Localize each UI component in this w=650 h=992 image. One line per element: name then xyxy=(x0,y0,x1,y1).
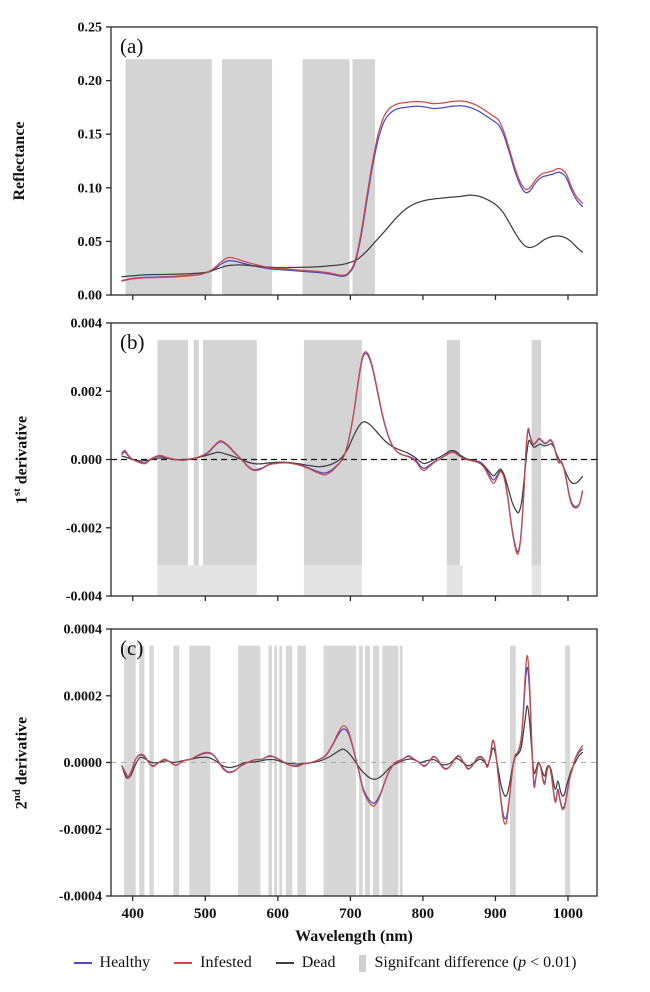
y-tick-label-b: -0.002 xyxy=(66,521,102,536)
dead-line-c xyxy=(121,705,584,797)
y-tick-label-a: 0.20 xyxy=(78,74,103,89)
significance-band-a xyxy=(352,59,375,296)
legend-band-swatch xyxy=(359,954,367,972)
significance-band-c xyxy=(359,645,363,896)
y-tick-label-b: 0.004 xyxy=(71,317,103,332)
x-axis-label: Wavelength (nm) xyxy=(295,928,413,945)
significance-band-b xyxy=(303,340,362,566)
significance-band-c xyxy=(149,645,154,896)
significance-band-c xyxy=(274,645,278,896)
significance-band-c xyxy=(323,645,357,896)
x-tick-label: 900 xyxy=(484,906,507,922)
significance-band-b xyxy=(193,340,199,566)
legend-label: Signifcant difference (p < 0.01) xyxy=(374,954,577,971)
legend-label: Healthy xyxy=(99,954,151,971)
infested-line-c xyxy=(121,655,584,825)
panel-letter-b: (b) xyxy=(120,330,145,354)
significance-band-a xyxy=(222,59,273,296)
significance-band-c xyxy=(279,645,283,896)
x-tick-label: 1000 xyxy=(553,906,583,922)
ylabel-superscript: st xyxy=(11,487,23,496)
significance-band-light-b xyxy=(531,565,542,596)
y-axis-label-1st-derivative: 1st derivative xyxy=(11,415,31,504)
y-tick-label-a: 0.15 xyxy=(78,128,103,143)
healthy-line-a xyxy=(121,105,584,282)
legend-line-swatch xyxy=(73,962,92,964)
significance-band-a xyxy=(125,59,212,296)
panel-letter-a: (a) xyxy=(120,34,143,58)
y-axis-label-2nd-derivative: 2nd derivative xyxy=(11,716,31,809)
significance-band-c xyxy=(399,645,403,896)
significance-band-c xyxy=(189,645,211,896)
x-tick-label: 700 xyxy=(339,906,362,922)
y-tick-label-b: 0.002 xyxy=(71,385,103,400)
legend-item-significant-difference: Signifcant difference (p < 0.01) xyxy=(359,954,576,972)
legend-label: Infested xyxy=(200,954,252,971)
significance-band-c xyxy=(124,645,136,896)
dead-line-a xyxy=(121,194,584,278)
significance-band-c xyxy=(372,645,380,896)
significance-band-light-b xyxy=(446,565,463,596)
y-tick-label-a: 0.00 xyxy=(78,289,103,304)
legend: Healthy Infested Dead Signifcant difference… xyxy=(0,954,650,972)
legend-item-infested: Infested xyxy=(174,954,252,972)
y-tick-label-c: 0.0000 xyxy=(64,756,103,771)
x-tick-label: 800 xyxy=(412,906,435,922)
significance-band-c xyxy=(285,645,293,896)
legend-label: Dead xyxy=(301,954,336,971)
y-tick-label-a: 0.10 xyxy=(78,181,103,196)
x-tick-label: 500 xyxy=(194,906,217,922)
panel-letter-c: (c) xyxy=(120,636,143,660)
significance-band-c xyxy=(268,645,272,896)
significance-band-b xyxy=(157,340,188,566)
significance-band-c xyxy=(382,645,399,896)
significance-band-c xyxy=(565,645,571,896)
x-tick-label: 600 xyxy=(267,906,290,922)
significance-band-light-b xyxy=(303,565,362,596)
significance-band-light-b xyxy=(157,565,257,596)
legend-item-healthy: Healthy xyxy=(73,954,151,972)
y-tick-label-b: -0.004 xyxy=(66,590,102,605)
y-tick-label-b: 0.000 xyxy=(71,453,103,468)
y-tick-label-c: -0.0002 xyxy=(59,823,102,838)
significance-band-b xyxy=(203,340,257,566)
significance-band-b xyxy=(531,340,542,566)
legend-line-swatch xyxy=(275,962,294,964)
infested-line-b xyxy=(121,351,584,555)
y-tick-label-a: 0.25 xyxy=(78,21,103,36)
y-tick-label-a: 0.05 xyxy=(78,235,103,250)
y-tick-label-c: 0.0004 xyxy=(64,623,103,638)
significance-band-c xyxy=(297,645,307,896)
significance-band-c xyxy=(139,645,145,896)
y-tick-label-c: 0.0002 xyxy=(64,689,103,704)
ylabel-superscript: nd xyxy=(11,788,23,801)
y-axis-label-reflectance: Reflectance xyxy=(11,121,28,201)
x-tick-label: 400 xyxy=(122,906,145,922)
plot-box-a xyxy=(110,26,598,296)
significance-band-a xyxy=(302,59,350,296)
significance-band-c xyxy=(237,645,261,896)
y-tick-label-c: -0.0004 xyxy=(59,890,102,905)
dead-line-b xyxy=(121,421,584,514)
legend-item-dead: Dead xyxy=(275,954,336,972)
legend-line-swatch xyxy=(174,962,193,964)
significance-band-c xyxy=(173,645,180,896)
significance-band-c xyxy=(364,645,370,896)
infested-line-a xyxy=(121,100,584,282)
plot-canvas: 0.25 0.20 0.15 0.10 0.05 0.00 (a) 0.004 0.002 0.0… xyxy=(59,21,598,922)
